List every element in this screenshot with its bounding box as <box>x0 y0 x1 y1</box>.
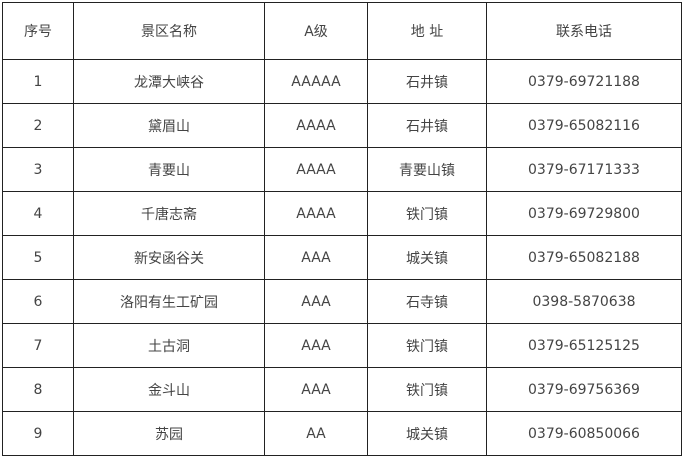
cell-col-scenic-name: 洛阳有生工矿园 <box>73 279 265 324</box>
cell-col-phone: 0379-69729800 <box>486 191 682 236</box>
cell-col-address: 城关镇 <box>367 235 487 280</box>
cell-col-scenic-name: 青要山 <box>73 147 265 192</box>
cell-col-index: 5 <box>2 235 74 280</box>
cell-col-scenic-name: 土古洞 <box>73 323 265 368</box>
cell-col-phone: 0379-69756369 <box>486 367 682 412</box>
cell-col-grade: AAA <box>264 323 368 368</box>
header-col-address: 地 址 <box>367 2 487 60</box>
table-row: 4 千唐志斋 AAAA 铁门镇 0379-69729800 <box>2 191 682 236</box>
cell-col-address: 青要山镇 <box>367 147 487 192</box>
cell-col-phone: 0379-67171333 <box>486 147 682 192</box>
header-col-grade: A级 <box>264 2 368 60</box>
cell-col-index: 1 <box>2 59 74 104</box>
cell-col-grade: AAAA <box>264 103 368 148</box>
cell-col-grade: AAA <box>264 235 368 280</box>
cell-col-index: 2 <box>2 103 74 148</box>
cell-col-scenic-name: 龙潭大峡谷 <box>73 59 265 104</box>
table-row: 3 青要山 AAAA 青要山镇 0379-67171333 <box>2 147 682 192</box>
table-row: 8 金斗山 AAA 铁门镇 0379-69756369 <box>2 367 682 412</box>
cell-col-scenic-name: 金斗山 <box>73 367 265 412</box>
cell-col-address: 铁门镇 <box>367 191 487 236</box>
cell-col-grade: AAAA <box>264 191 368 236</box>
cell-col-phone: 0379-65082188 <box>486 235 682 280</box>
table-row: 6 洛阳有生工矿园 AAA 石寺镇 0398-5870638 <box>2 279 682 324</box>
table-row: 5 新安函谷关 AAA 城关镇 0379-65082188 <box>2 235 682 280</box>
cell-col-scenic-name: 苏园 <box>73 411 265 456</box>
cell-col-phone: 0398-5870638 <box>486 279 682 324</box>
cell-col-scenic-name: 黛眉山 <box>73 103 265 148</box>
cell-col-grade: AAA <box>264 279 368 324</box>
table-row: 9 苏园 AA 城关镇 0379-60850066 <box>2 411 682 456</box>
cell-col-index: 6 <box>2 279 74 324</box>
cell-col-address: 城关镇 <box>367 411 487 456</box>
cell-col-index: 9 <box>2 411 74 456</box>
cell-col-index: 4 <box>2 191 74 236</box>
cell-col-address: 石井镇 <box>367 59 487 104</box>
cell-col-grade: AAA <box>264 367 368 412</box>
cell-col-phone: 0379-69721188 <box>486 59 682 104</box>
cell-col-index: 3 <box>2 147 74 192</box>
cell-col-scenic-name: 千唐志斋 <box>73 191 265 236</box>
cell-col-index: 8 <box>2 367 74 412</box>
cell-col-grade: AAAAA <box>264 59 368 104</box>
table-header-row: 序号 景区名称 A级地 址联系电话 <box>2 2 682 60</box>
header-col-phone: 联系电话 <box>486 2 682 60</box>
cell-col-address: 铁门镇 <box>367 323 487 368</box>
header-col-scenic-name: 景区名称 <box>73 2 265 60</box>
cell-col-index: 7 <box>2 323 74 368</box>
cell-col-grade: AA <box>264 411 368 456</box>
cell-col-grade: AAAA <box>264 147 368 192</box>
cell-col-phone: 0379-65082116 <box>486 103 682 148</box>
cell-col-address: 铁门镇 <box>367 367 487 412</box>
cell-col-address: 石井镇 <box>367 103 487 148</box>
header-col-index: 序号 <box>2 2 74 60</box>
cell-col-scenic-name: 新安函谷关 <box>73 235 265 280</box>
table-row: 7 土古洞 AAA 铁门镇 0379-65125125 <box>2 323 682 368</box>
cell-col-phone: 0379-60850066 <box>486 411 682 456</box>
cell-col-address: 石寺镇 <box>367 279 487 324</box>
table-row: 2 黛眉山 AAAA 石井镇 0379-65082116 <box>2 103 682 148</box>
cell-col-phone: 0379-65125125 <box>486 323 682 368</box>
table-row: 1 龙潭大峡谷 AAAAA 石井镇 0379-69721188 <box>2 59 682 104</box>
